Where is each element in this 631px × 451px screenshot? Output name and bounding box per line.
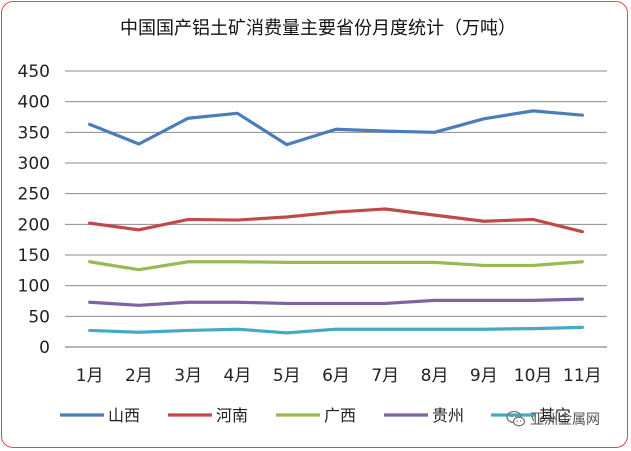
legend-label: 河南	[216, 406, 248, 425]
y-tick-label: 150	[18, 246, 50, 266]
legend-item: 贵州	[384, 406, 464, 425]
y-tick-label: 50	[28, 307, 50, 327]
y-tick-label: 0	[39, 338, 50, 358]
y-tick-label: 250	[18, 185, 50, 205]
y-tick-label: 400	[18, 93, 50, 113]
grid	[65, 70, 607, 348]
x-tick-label: 2月	[125, 366, 153, 386]
wechat-icon	[506, 410, 526, 427]
legend-label: 广西	[324, 406, 356, 425]
x-tick-label: 7月	[371, 366, 399, 386]
x-tick-label: 11月	[563, 366, 602, 386]
series-line	[88, 207, 584, 234]
legend-item: 河南	[168, 406, 248, 425]
x-tick-label: 4月	[224, 366, 252, 386]
y-tick-label: 100	[18, 277, 50, 297]
x-tick-label: 3月	[174, 366, 202, 386]
series-line	[88, 325, 584, 335]
x-tick-label: 10月	[514, 366, 553, 386]
series-lines	[88, 109, 584, 335]
series-line	[88, 297, 584, 307]
y-axis-ticks: 0 50 100 150 200 250 300 350 400 450	[18, 62, 50, 358]
y-tick-label: 300	[18, 154, 50, 174]
series-line	[88, 109, 584, 147]
x-tick-label: 9月	[470, 366, 498, 386]
series-line	[88, 260, 584, 272]
legend-item: 山西	[60, 406, 140, 425]
chart-title: 中国国产铝土矿消费量主要省份月度统计（万吨）	[120, 18, 516, 39]
y-tick-label: 350	[18, 123, 50, 143]
legend-label: 其它	[539, 406, 571, 425]
x-tick-label: 6月	[322, 366, 350, 386]
legend-item: 广西	[276, 406, 356, 425]
y-tick-label: 200	[18, 215, 50, 235]
legend-label: 贵州	[432, 406, 464, 425]
legend-label: 山西	[108, 406, 140, 425]
y-tick-label: 450	[18, 62, 50, 82]
legend: 山西 河南 广西 贵州 其它	[60, 406, 571, 425]
watermark-text: 亚洲金属网	[530, 412, 600, 428]
watermark: 亚洲金属网	[506, 408, 624, 430]
legend-item: 其它	[491, 406, 571, 425]
x-tick-label: 5月	[273, 366, 301, 386]
x-tick-label: 8月	[421, 366, 449, 386]
x-axis-ticks: 1月 2月 3月 4月 5月 6月 7月 8月 9月 10月 11月	[76, 366, 602, 386]
x-tick-label: 1月	[76, 366, 104, 386]
